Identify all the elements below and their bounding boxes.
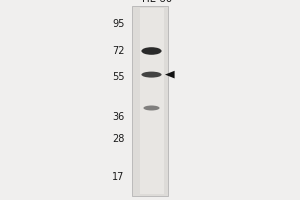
Ellipse shape xyxy=(143,106,160,110)
Text: 55: 55 xyxy=(112,72,124,82)
Text: 36: 36 xyxy=(112,112,124,122)
Text: HL-60: HL-60 xyxy=(142,0,172,4)
Text: 95: 95 xyxy=(112,19,124,29)
Polygon shape xyxy=(165,71,175,78)
Text: 17: 17 xyxy=(112,172,124,182)
Bar xyxy=(140,8,164,194)
Text: 28: 28 xyxy=(112,134,124,144)
Ellipse shape xyxy=(141,47,162,55)
Text: 72: 72 xyxy=(112,46,124,56)
Ellipse shape xyxy=(141,72,162,78)
Bar xyxy=(132,6,168,196)
